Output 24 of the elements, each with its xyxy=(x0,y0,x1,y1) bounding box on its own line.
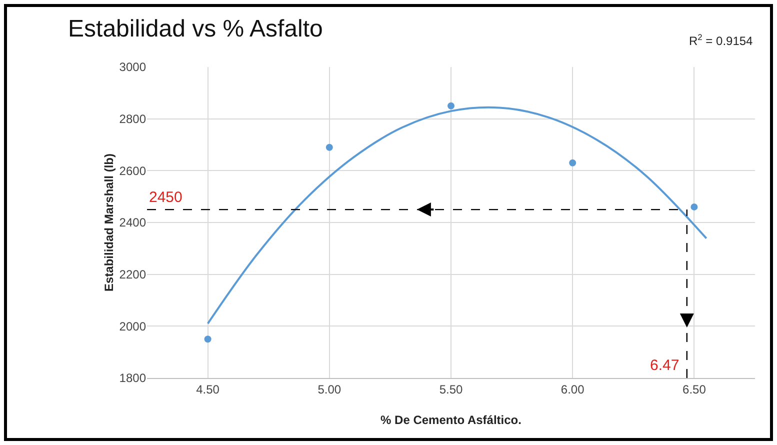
y-tick-label: 2800 xyxy=(119,112,146,126)
x-axis-title: % De Cemento Asfáltico. xyxy=(380,413,522,427)
x-tick-label: 4.50 xyxy=(196,382,220,396)
text: R$^{2}$ = 0.9154 xyxy=(689,32,754,48)
point xyxy=(690,203,698,210)
x-tick-label: 5.50 xyxy=(439,382,463,396)
point xyxy=(448,102,454,110)
y-tick-label: 2000 xyxy=(119,319,146,334)
x-tick-label: 5.00 xyxy=(318,382,342,396)
point xyxy=(204,336,212,343)
y-tick-label: 2200 xyxy=(119,268,146,282)
point xyxy=(569,159,576,166)
y-tick-label: 3000 xyxy=(119,60,146,74)
ref-line-label: 6.47 xyxy=(650,357,680,374)
y-tick-label: 2600 xyxy=(119,164,146,178)
y-axis-title: Estabilidad Marshall (lb) xyxy=(102,153,116,292)
point xyxy=(326,144,333,151)
y-tick-label: 2400 xyxy=(119,216,146,230)
line-series xyxy=(206,106,708,325)
y-tick-label: 1800 xyxy=(119,371,146,386)
ref-line-label: 2450 xyxy=(149,189,182,206)
chart-title: Estabilidad vs % Asfalto xyxy=(68,16,323,43)
x-tick-label: 6.00 xyxy=(560,382,585,396)
x-tick-label: 6.50 xyxy=(682,382,706,396)
